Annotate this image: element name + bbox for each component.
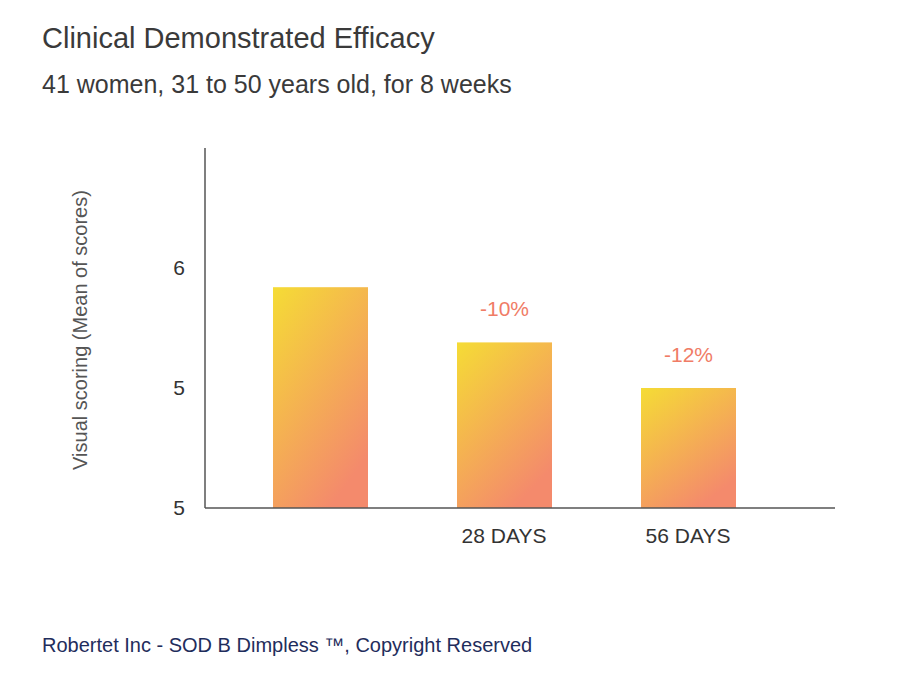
svg-text:5: 5 [173,376,185,399]
svg-text:6: 6 [173,256,185,279]
svg-text:28 DAYS: 28 DAYS [462,524,547,547]
html-text:Robertet Inc - SOD B Dimpless: Robertet Inc - SOD B Dimpless ™, Copyrig… [42,634,533,656]
html-text:Clinical Demonstrated Efficacy: Clinical Demonstrated Efficacy [42,22,435,54]
svg-text:-12%: -12% [664,343,713,366]
svg-text:56 DAYS: 56 DAYS [646,524,731,547]
html-text:41 women, 31 to 50 years old,: 41 women, 31 to 50 years old, for 8 week… [42,70,512,98]
svg-text:5: 5 [173,496,185,519]
svg-text:-10%: -10% [480,297,529,320]
html-text:Visual scoring (Mean of scores: Visual scoring (Mean of scores) [68,190,91,470]
